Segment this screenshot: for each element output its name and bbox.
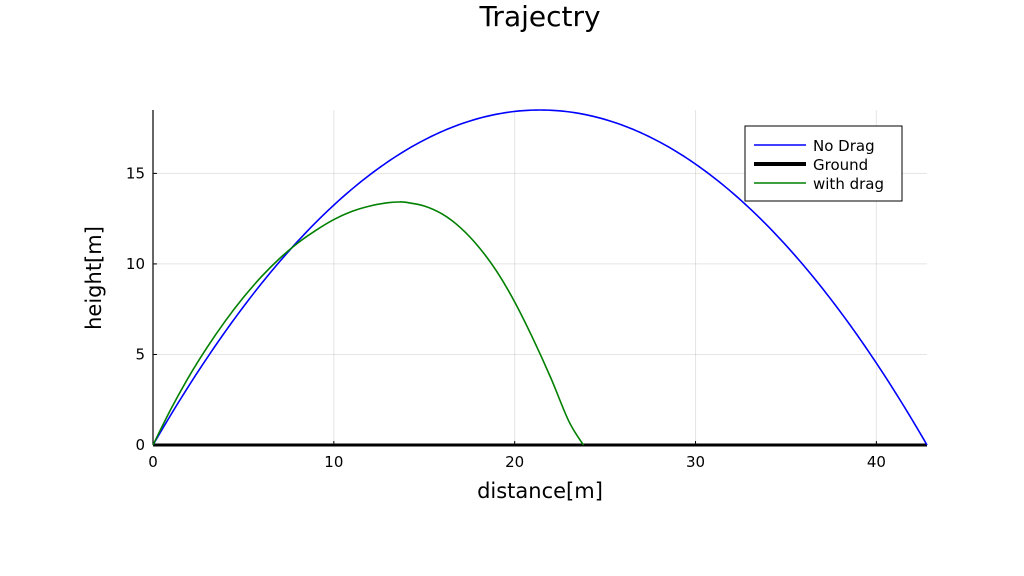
tick-labels: 0 10 20 30 40 0 5 10 15 xyxy=(126,164,886,471)
y-axis-label: height[m] xyxy=(82,226,106,330)
series-line-with-drag xyxy=(152,201,585,446)
x-tick-label: 10 xyxy=(324,453,343,471)
x-axis-label: distance[m] xyxy=(477,479,603,503)
series xyxy=(152,109,928,447)
series-line-no-drag xyxy=(152,109,928,446)
x-tick-label: 30 xyxy=(686,453,705,471)
y-tick-label: 10 xyxy=(126,255,145,273)
x-tick-label: 0 xyxy=(148,453,158,471)
y-tick-label: 5 xyxy=(135,345,145,363)
y-tick-label: 0 xyxy=(135,436,145,454)
legend-label-no-drag: No Drag xyxy=(813,137,875,155)
legend: No Drag Ground with drag xyxy=(744,125,903,202)
chart-title: Trajectry xyxy=(478,0,600,33)
legend-label-with-drag: with drag xyxy=(813,175,884,193)
x-tick-label: 40 xyxy=(867,453,886,471)
x-tick-label: 20 xyxy=(505,453,524,471)
y-tick-label: 15 xyxy=(126,164,145,182)
legend-label-ground: Ground xyxy=(813,156,868,174)
